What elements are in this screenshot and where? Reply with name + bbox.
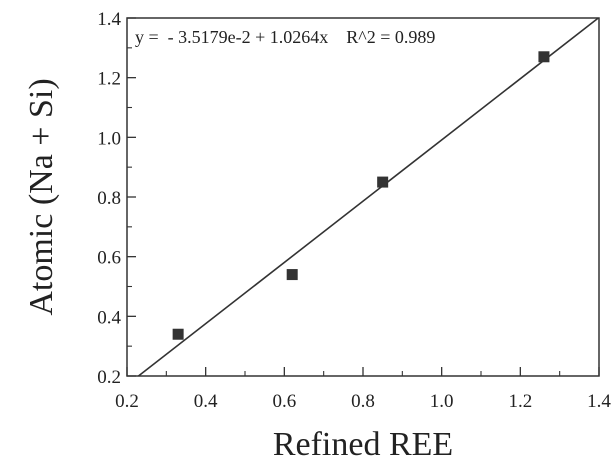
y-tick-label: 1.4 — [97, 9, 121, 30]
y-tick-label: 0.2 — [97, 367, 121, 388]
regression-line — [137, 17, 599, 377]
y-tick-label: 1.2 — [97, 69, 121, 90]
fit-equation-annotation: y = - 3.5179e-2 + 1.0264x R^2 = 0.989 — [135, 27, 435, 47]
fit-line-layer — [137, 17, 599, 377]
data-points — [172, 51, 550, 340]
x-tick-label: 0.6 — [272, 391, 296, 412]
x-axis-title: Refined REE — [273, 426, 453, 463]
x-tick-label: 0.8 — [351, 391, 375, 412]
y-tick-label: 0.4 — [97, 307, 121, 328]
y-tick-label: 0.8 — [97, 188, 121, 209]
y-tick-label: 0.6 — [97, 248, 121, 269]
x-tick-label: 0.2 — [115, 391, 139, 412]
x-tick-label: 1.0 — [430, 391, 454, 412]
data-point — [286, 269, 298, 281]
y-axis-title: Atomic (Na + Si) — [23, 78, 60, 315]
data-point — [538, 51, 550, 63]
data-point — [377, 176, 389, 188]
x-tick-label: 1.4 — [587, 391, 611, 412]
x-tick-label: 0.4 — [194, 391, 218, 412]
axis-ticks: 0.2 0.4 0.6 0.8 1.0 1.2 1.4 0.2 0.4 0.6 0.8 1.0 1.2 1… — [97, 9, 611, 412]
x-tick-label: 1.2 — [508, 391, 532, 412]
data-point — [172, 328, 184, 340]
y-tick-label: 1.0 — [97, 128, 121, 149]
